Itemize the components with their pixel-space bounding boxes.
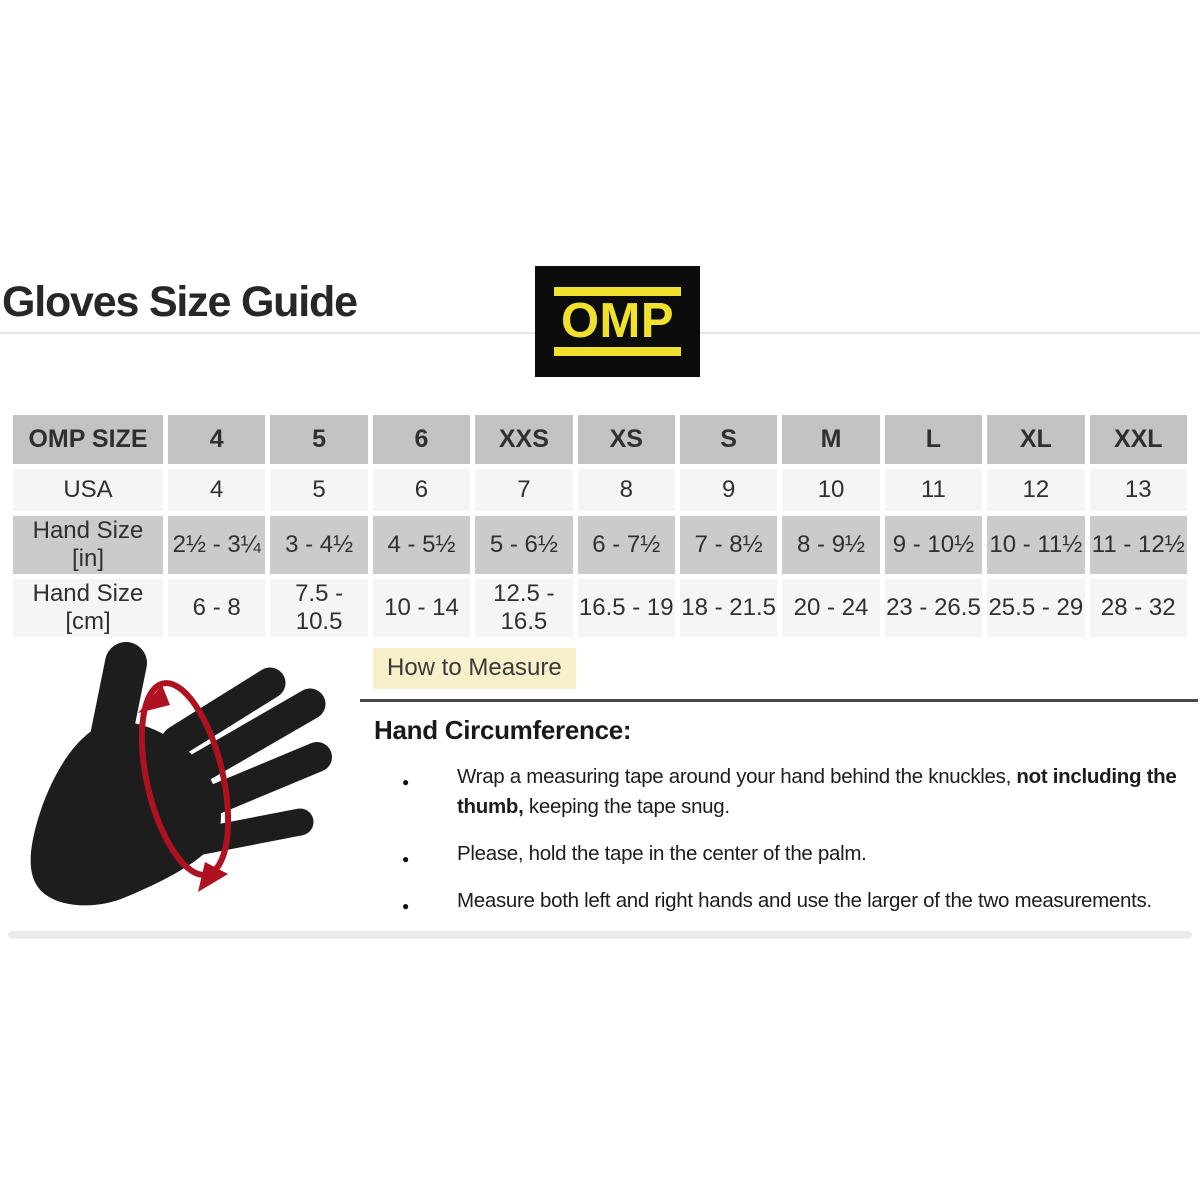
size-value-cell: 18 - 21.5 xyxy=(679,579,778,637)
size-value-cell: 7 - 8½ xyxy=(679,516,778,574)
section-divider xyxy=(360,699,1198,702)
instruction-text: keeping the tape snug. xyxy=(523,795,730,818)
size-value-cell: XS xyxy=(577,415,675,464)
instruction-text: Measure both left and right hands and us… xyxy=(457,889,1152,912)
size-value-cell: 9 - 10½ xyxy=(884,516,983,574)
instruction-text: Please, hold the tape in the center of t… xyxy=(457,842,867,865)
instruction-item: Wrap a measuring tape around your hand b… xyxy=(360,762,1195,822)
omp-brand-logo: OMP xyxy=(535,266,700,377)
size-value-cell: 7.5 - 10.5 xyxy=(270,579,368,637)
size-value-cell: 4 xyxy=(168,415,266,464)
size-value-cell: 7 xyxy=(475,469,573,511)
size-value-cell: 8 xyxy=(577,469,675,511)
instruction-text-bold: not including the thumb, xyxy=(457,765,1177,818)
size-value-cell: M xyxy=(782,415,880,464)
size-value-cell: 12.5 - 16.5 xyxy=(475,579,573,637)
measuring-tape-arrow-icon xyxy=(138,680,232,892)
size-value-cell: XXL xyxy=(1089,415,1187,464)
size-value-cell: 23 - 26.5 xyxy=(884,579,983,637)
row-label-cell: USA xyxy=(13,469,163,511)
logo-bottom-bar xyxy=(554,347,681,357)
size-value-cell: 6 - 8 xyxy=(168,579,266,637)
table-row: USA 4 5 6 7 8 9 10 11 12 13 xyxy=(13,469,1187,511)
size-value-cell: 12 xyxy=(987,469,1085,511)
instruction-text: Wrap a measuring tape around your hand b… xyxy=(457,765,1017,788)
row-label-cell: Hand Size [cm] xyxy=(13,579,163,637)
size-value-cell: 5 xyxy=(270,415,368,464)
size-value-cell: 6 - 7½ xyxy=(577,516,675,574)
size-value-cell: XXS xyxy=(475,415,573,464)
bottom-section-divider xyxy=(8,931,1192,939)
table-row: Hand Size [cm] 6 - 8 7.5 - 10.5 10 - 14 12.5… xyxy=(13,579,1187,637)
hand-silhouette xyxy=(30,642,332,906)
size-value-cell: 10 - 14 xyxy=(372,579,471,637)
size-value-cell: 8 - 9½ xyxy=(782,516,880,574)
size-value-cell: XL xyxy=(987,415,1085,464)
size-value-cell: 9 xyxy=(679,469,778,511)
size-value-cell: 11 - 12½ xyxy=(1089,516,1187,574)
size-value-cell: 25.5 - 29 xyxy=(987,579,1085,637)
size-table-wrap: OMP SIZE 4 5 6 XXS XS S M L XL XXL USA 4 5 6 7 8 9 10 11 12 1… xyxy=(8,410,1192,642)
row-label-cell: OMP SIZE xyxy=(13,415,163,464)
size-value-cell: 2½ - 3¼ xyxy=(168,516,266,574)
size-value-cell: 28 - 32 xyxy=(1089,579,1187,637)
omp-logo-text: OMP xyxy=(560,293,675,348)
table-header-row: OMP SIZE 4 5 6 XXS XS S M L XL XXL xyxy=(13,415,1187,464)
size-value-cell: 5 - 6½ xyxy=(475,516,573,574)
size-value-cell: 3 - 4½ xyxy=(270,516,368,574)
page-title: Gloves Size Guide xyxy=(2,278,358,326)
size-value-cell: 10 xyxy=(782,469,880,511)
size-value-cell: S xyxy=(679,415,778,464)
size-value-cell: 10 - 11½ xyxy=(987,516,1085,574)
instruction-item: Please, hold the tape in the center of t… xyxy=(360,839,1195,874)
size-value-cell: L xyxy=(884,415,983,464)
size-value-cell: 20 - 24 xyxy=(782,579,880,637)
hand-figure-svg xyxy=(30,642,332,906)
size-value-cell: 13 xyxy=(1089,469,1187,511)
size-value-cell: 16.5 - 19 xyxy=(577,579,675,637)
hand-measure-illustration xyxy=(2,629,358,909)
size-value-cell: 4 - 5½ xyxy=(372,516,471,574)
instruction-item: Measure both left and right hands and us… xyxy=(360,886,1195,921)
size-value-cell: 5 xyxy=(270,469,368,511)
size-value-cell: 11 xyxy=(884,469,983,511)
how-to-measure-section: How to Measure Hand Circumference: Wrap … xyxy=(360,648,1200,933)
how-to-measure-highlight: How to Measure xyxy=(373,648,576,689)
size-table: OMP SIZE 4 5 6 XXS XS S M L XL XXL USA 4 5 6 7 8 9 10 11 12 1… xyxy=(8,410,1192,642)
hand-circumference-heading: Hand Circumference: xyxy=(374,715,632,745)
size-value-cell: 6 xyxy=(372,415,471,464)
measure-instructions-list: Wrap a measuring tape around your hand b… xyxy=(360,762,1200,921)
row-label-cell: Hand Size [in] xyxy=(13,516,163,574)
size-value-cell: 4 xyxy=(168,469,266,511)
size-value-cell: 6 xyxy=(372,469,471,511)
logo-top-bar xyxy=(554,286,681,296)
table-row: Hand Size [in] 2½ - 3¼ 3 - 4½ 4 - 5½ 5 - 6½ 6… xyxy=(13,516,1187,574)
